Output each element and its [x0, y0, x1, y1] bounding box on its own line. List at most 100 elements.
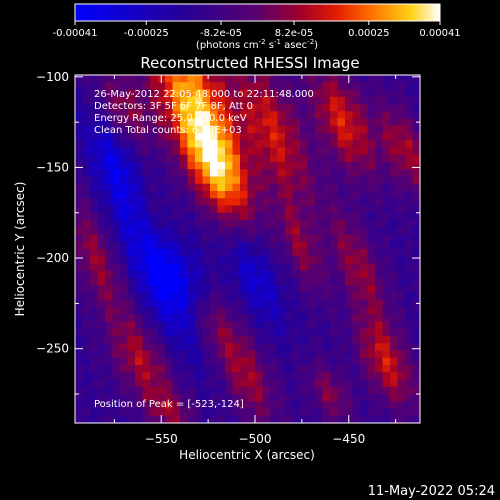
heatmap-cell	[90, 299, 99, 308]
heatmap-cell	[292, 205, 301, 214]
heatmap-cell	[390, 227, 399, 236]
heatmap-cell	[232, 111, 241, 120]
heatmap-cell	[330, 212, 339, 221]
heatmap-cell	[285, 133, 294, 141]
heatmap-cell	[375, 299, 384, 308]
heatmap-cell	[255, 133, 264, 141]
heatmap-cell	[315, 234, 324, 243]
heatmap-cell	[82, 125, 91, 134]
heatmap-cell	[352, 169, 361, 178]
heatmap-cell	[330, 307, 339, 315]
heatmap-cell	[157, 212, 166, 221]
heatmap-cell	[232, 372, 241, 381]
heatmap-cell	[405, 263, 414, 272]
heatmap-cell	[330, 278, 339, 286]
heatmap-cell	[307, 328, 316, 337]
heatmap-cell	[127, 89, 136, 98]
heatmap-cell	[112, 205, 121, 214]
heatmap-cell	[412, 372, 421, 381]
heatmap-cell	[285, 249, 294, 257]
heatmap-cell	[322, 82, 331, 91]
heatmap-cell	[82, 270, 91, 279]
heatmap-cell	[405, 176, 414, 185]
heatmap-cell	[120, 111, 129, 120]
heatmap-cell	[210, 118, 219, 127]
heatmap-cell	[157, 343, 166, 352]
heatmap-cell	[112, 328, 121, 337]
heatmap-cell	[180, 314, 189, 323]
heatmap-cell	[285, 263, 294, 272]
heatmap-cell	[307, 191, 316, 199]
heatmap-cell	[330, 328, 339, 337]
heatmap-cell	[225, 372, 234, 381]
heatmap-cell	[142, 205, 151, 214]
colorbar-tick-label: 8.2e-05	[275, 28, 313, 39]
heatmap-cell	[382, 386, 391, 395]
heatmap-cell	[165, 408, 174, 417]
heatmap-cell	[232, 191, 241, 199]
x-axis-label: Heliocentric X (arcsec)	[179, 448, 315, 462]
heatmap-cell	[97, 292, 106, 301]
heatmap-cell	[187, 96, 196, 105]
heatmap-cell	[285, 350, 294, 359]
heatmap-cell	[360, 147, 369, 156]
heatmap-cell	[210, 307, 219, 315]
heatmap-cell	[255, 198, 264, 207]
heatmap-cell	[270, 328, 279, 337]
heatmap-cell	[135, 75, 144, 83]
heatmap-cell	[412, 89, 421, 98]
heatmap-cell	[367, 256, 376, 265]
heatmap-cell	[112, 314, 121, 323]
heatmap-cell	[75, 198, 84, 207]
heatmap-cell	[187, 365, 196, 373]
heatmap-cell	[217, 111, 226, 120]
heatmap-cell	[187, 183, 196, 192]
heatmap-cell	[195, 299, 204, 308]
heatmap-cell	[360, 154, 369, 163]
heatmap-cell	[330, 140, 339, 149]
heatmap-cell	[360, 256, 369, 265]
heatmap-cell	[75, 415, 84, 424]
heatmap-cell	[262, 263, 271, 272]
heatmap-cell	[127, 285, 136, 294]
heatmap-cell	[240, 82, 249, 91]
heatmap-cell	[367, 365, 376, 373]
heatmap-cell	[105, 321, 114, 330]
heatmap-cell	[405, 285, 414, 294]
heatmap-cell	[270, 314, 279, 323]
heatmap-cell	[292, 154, 301, 163]
heatmap-cell	[157, 249, 166, 257]
heatmap-cell	[135, 350, 144, 359]
heatmap-cell	[135, 191, 144, 199]
heatmap-cell	[375, 205, 384, 214]
heatmap-cell	[315, 140, 324, 149]
heatmap-cell	[120, 292, 129, 301]
heatmap-cell	[285, 82, 294, 91]
heatmap-cell	[375, 198, 384, 207]
heatmap-cell	[247, 241, 256, 250]
heatmap-cell	[165, 176, 174, 185]
heatmap-cell	[270, 234, 279, 243]
heatmap-cell	[337, 278, 346, 286]
heatmap-cell	[105, 198, 114, 207]
heatmap-cell	[375, 372, 384, 381]
heatmap-cell	[150, 176, 159, 185]
heatmap-cell	[382, 104, 391, 112]
heatmap-cell	[247, 220, 256, 228]
heatmap-cell	[307, 401, 316, 410]
heatmap-cell	[375, 89, 384, 98]
heatmap-cell	[232, 96, 241, 105]
heatmap-cell	[232, 357, 241, 366]
heatmap-cell	[225, 394, 234, 402]
heatmap-cell	[82, 321, 91, 330]
heatmap-cell	[382, 82, 391, 91]
heatmap-cell	[105, 307, 114, 315]
heatmap-cell	[307, 234, 316, 243]
heatmap-cell	[105, 415, 114, 424]
heatmap-cell	[322, 415, 331, 424]
heatmap-cell	[322, 299, 331, 308]
heatmap-cell	[172, 270, 181, 279]
heatmap-cell	[300, 125, 309, 134]
heatmap-cell	[157, 270, 166, 279]
heatmap-cell	[307, 104, 316, 112]
